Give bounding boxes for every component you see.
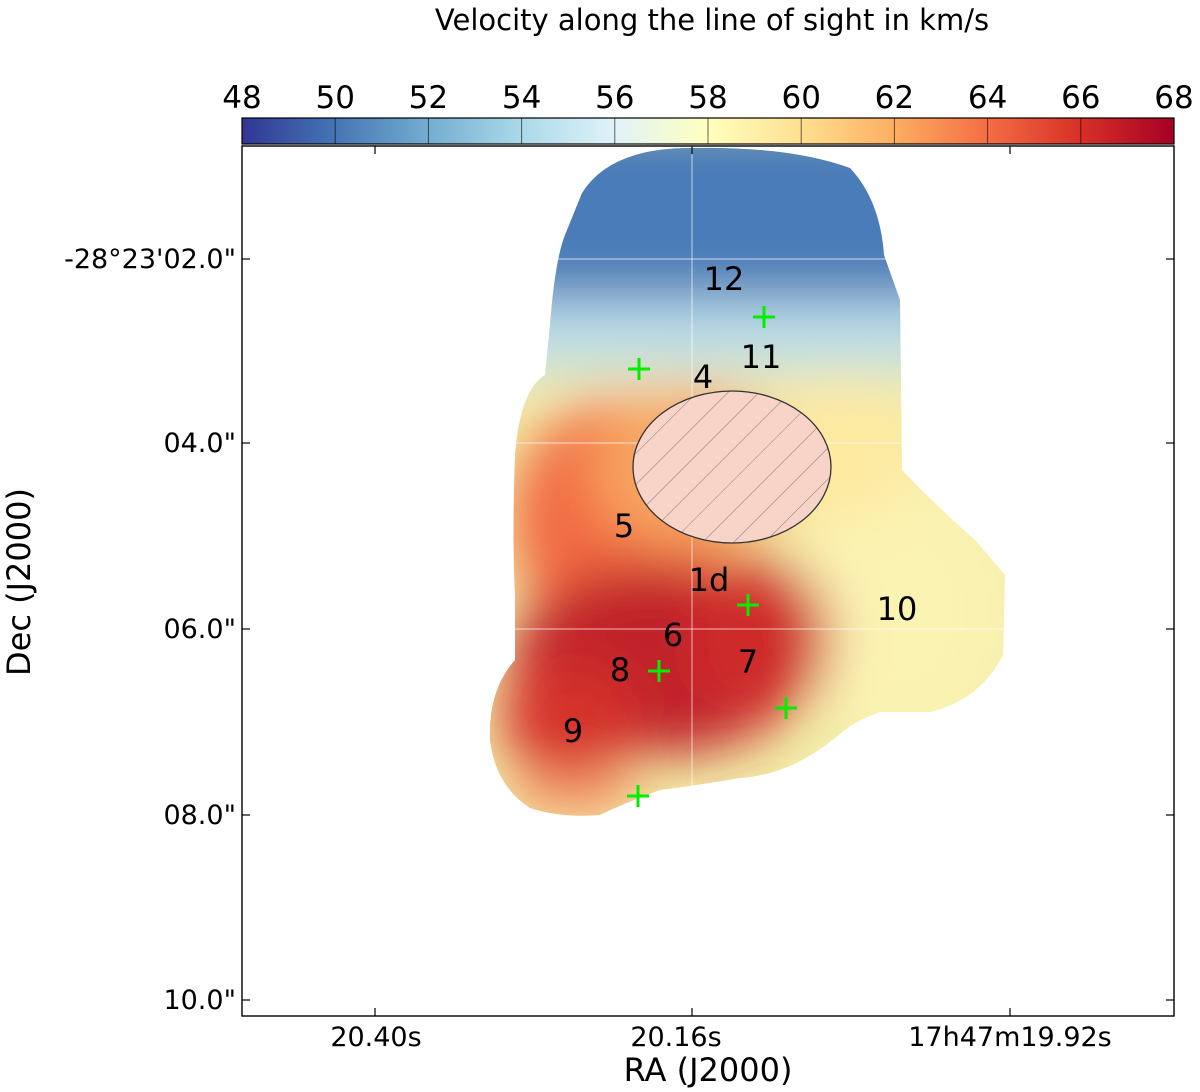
plot-area: 12 11 4 5 1d 6 7 8 9 10: [241, 145, 1175, 1017]
y-tick-label: -28°23'02.0": [64, 244, 236, 275]
region-label: 12: [704, 260, 745, 298]
colorbar: 48 50 52 54 56 58 60 62 64 66 68: [222, 80, 1194, 145]
colorbar-tick-label: 58: [688, 80, 727, 116]
plus-marker: [775, 697, 797, 719]
y-tick-label: 06.0": [163, 614, 236, 645]
region-label: 11: [741, 338, 782, 376]
region-label: 10: [877, 590, 918, 628]
plus-marker: [737, 594, 759, 616]
colorbar-tick-label: 48: [222, 80, 261, 116]
y-tick-label: 04.0": [163, 428, 236, 459]
plus-marker: [753, 306, 775, 328]
region-label: 8: [610, 651, 630, 689]
plus-marker: [648, 660, 670, 682]
region-label: 6: [663, 616, 683, 654]
x-tick-label: 20.16s: [630, 1022, 721, 1053]
region-label: 4: [693, 358, 713, 396]
colorbar-ticks: 48 50 52 54 56 58 60 62 64 66 68: [222, 80, 1194, 144]
axes-frame: [241, 145, 1175, 1017]
region-label: 1d: [689, 561, 730, 599]
region-label: 5: [614, 507, 634, 545]
x-tick-label: 20.40s: [330, 1022, 421, 1053]
region-label: 7: [738, 643, 758, 681]
plus-marker: [628, 358, 650, 380]
chart-title: Velocity along the line of sight in km/s: [435, 3, 989, 37]
colorbar-tick-label: 64: [968, 80, 1007, 116]
y-tick-labels: -28°23'02.0" 04.0" 06.0" 08.0" 10.0": [64, 244, 236, 1016]
y-tick-marks: [242, 258, 1174, 1001]
x-tick-labels: 20.40s 20.16s 17h47m19.92s: [330, 1022, 1111, 1053]
x-tick-marks: [374, 146, 1011, 1016]
region-label: 9: [563, 712, 583, 750]
colorbar-tick-label: 60: [781, 80, 820, 116]
colorbar-tick-label: 68: [1154, 80, 1193, 116]
colorbar-tick-label: 52: [409, 80, 448, 116]
source-markers: [627, 306, 797, 807]
x-tick-label: 17h47m19.92s: [908, 1022, 1112, 1053]
region-labels: 12 11 4 5 1d 6 7 8 9 10: [563, 260, 918, 750]
y-tick-label: 10.0": [163, 985, 236, 1016]
masked-ellipse: [632, 390, 832, 544]
colorbar-tick-label: 56: [595, 80, 634, 116]
y-axis-label: Dec (J2000): [0, 488, 38, 676]
colorbar-tick-label: 50: [315, 80, 354, 116]
colorbar-tick-label: 54: [502, 80, 541, 116]
y-tick-label: 08.0": [163, 800, 236, 831]
colorbar-tick-label: 62: [875, 80, 914, 116]
plus-marker: [627, 785, 649, 807]
x-axis-label: RA (J2000): [624, 1051, 793, 1089]
colorbar-tick-label: 66: [1061, 80, 1100, 116]
